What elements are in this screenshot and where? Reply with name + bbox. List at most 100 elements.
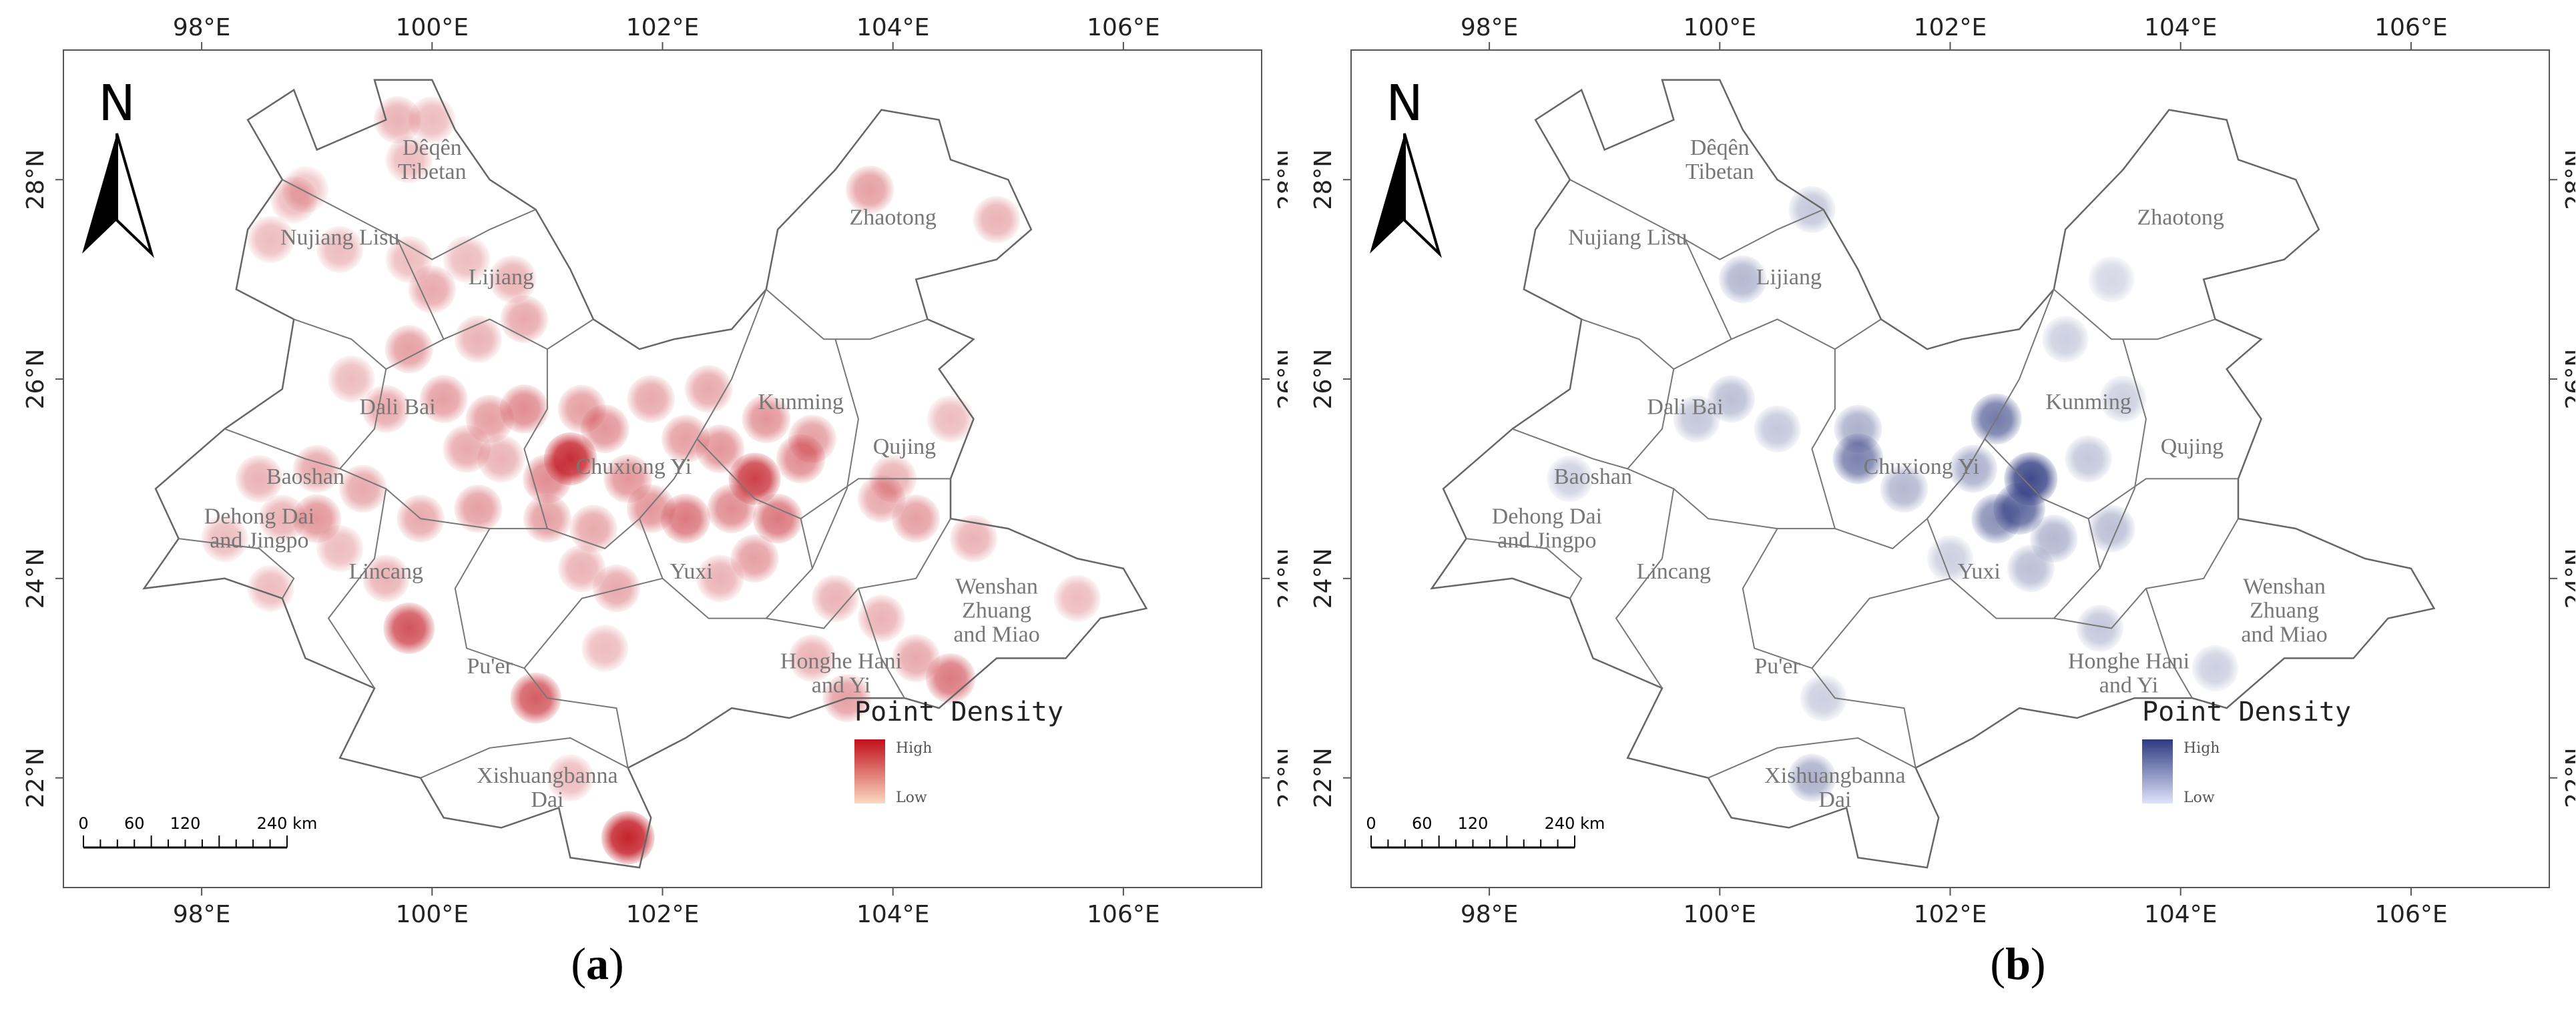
region-label: Nujiang Lisu [280,225,399,250]
region-label: Chuxiong Yi [1864,454,1980,479]
region-label: Honghe Hani and Yi [780,649,902,697]
region-label: Baoshan [1554,464,1632,489]
prefecture-border [2053,518,2239,629]
density-point [1880,464,1928,513]
legend-low-label: Low [2183,789,2215,806]
density-point [1053,575,1101,622]
density-point [419,374,468,424]
longitude-label: 102°E [626,14,699,41]
north-arrow-label: N [98,75,135,132]
latitude-label: 22°N [1310,747,1337,808]
density-map-a: 98°E 98°E 100°E 100°E 102°E 102°E 104°E 104°E 10… [22,14,1288,928]
density-point [730,534,779,583]
density-point [742,394,791,444]
density-point [408,265,457,314]
latitude-label: 26°N [22,349,49,410]
latitude-label: 24°N [1310,548,1337,609]
longitude-label: 104°E [856,901,929,928]
prefecture-border [1569,179,1824,260]
longitude-label: 100°E [396,14,469,41]
region-label: Yuxi [670,559,713,584]
density-point [374,96,422,144]
latitude-label: 28°N [2561,149,2575,210]
latitude-label: 28°N [22,149,49,210]
prefecture-border [547,289,767,550]
latitude-label: 22°N [2561,747,2575,808]
density-layer [1547,186,2239,802]
density-point [752,493,803,544]
latitude-label: 28°N [1310,149,1337,210]
density-point [569,504,617,553]
prefecture-border [639,438,813,619]
legend-high-label: High [896,740,932,757]
density-point [454,484,503,533]
density-point [385,136,433,184]
density-point [684,365,733,413]
density-point [2192,645,2239,692]
region-label: Honghe Hani and Yi [2068,649,2189,697]
density-point [477,435,525,483]
prefecture-border [397,239,445,340]
prefecture-border [800,478,951,520]
prefecture-border [1811,577,1951,669]
density-point [696,555,744,603]
scale-tick-label: 120 [1458,814,1489,833]
density-point [500,295,549,344]
density-point [489,256,537,304]
longitude-label: 100°E [1684,901,1756,928]
density-point [892,494,941,543]
caption-b: (b) [1990,938,2046,989]
legend-color-ramp [854,739,885,803]
density-point [384,325,433,374]
prefecture-border [2145,588,2193,699]
density-point [362,555,410,603]
density-point [1708,375,1756,423]
region-label: Dehong Dai and Jingpo [204,504,314,553]
region-label: Dêqên Tibetan [1686,135,1754,184]
prefecture-border [857,588,905,699]
density-point [201,515,248,563]
density-map-b: 98°E 98°E 100°E 100°E 102°E 102°E 104°E 104°E 10… [1310,14,2575,928]
density-point [258,494,306,543]
longitude-label: 98°E [173,14,231,41]
longitude-label: 106°E [1087,14,1160,41]
density-point [592,564,641,613]
region-label: Zhaotong [850,205,937,230]
longitude-label: 100°E [1684,14,1756,41]
density-point [2042,316,2089,363]
density-point [1754,405,1801,452]
region-label: Xishuangbanna Dai [1764,763,1906,812]
density-point [316,525,364,573]
region-label: Zhaotong [2137,205,2224,230]
prefecture-border [523,577,663,669]
region-label: Lincang [349,559,423,584]
region-label: Lijiang [469,265,534,290]
region-label: Dehong Dai and Jingpo [1492,504,1602,553]
density-point [2099,376,2147,422]
density-point [547,754,594,801]
latitude-label: 26°N [1274,349,1288,410]
density-point [499,384,549,434]
longitude-label: 98°E [173,901,231,928]
latitude-label: 26°N [2561,349,2575,410]
density-point [857,595,905,643]
caption-a: (a) [571,938,624,989]
density-point [1832,433,1884,484]
prefecture-border [420,737,629,779]
density-point [2087,504,2135,553]
density-point [316,226,364,274]
density-point [1673,395,1720,442]
region-label: Xishuangbanna Dai [477,763,618,812]
prefecture-border [523,349,548,529]
scale-tick-label: 240 km [1545,814,1605,833]
density-point [950,515,998,563]
density-point [247,216,294,264]
region-label: Kunming [758,390,843,414]
density-point [362,385,411,433]
legend-high-label: High [2183,740,2220,757]
longitude-label: 104°E [2144,14,2217,41]
prefecture-border [1684,239,1732,340]
longitude-label: 106°E [1087,901,1160,928]
prefecture-border [1926,438,2101,619]
prefecture-border [766,288,928,340]
